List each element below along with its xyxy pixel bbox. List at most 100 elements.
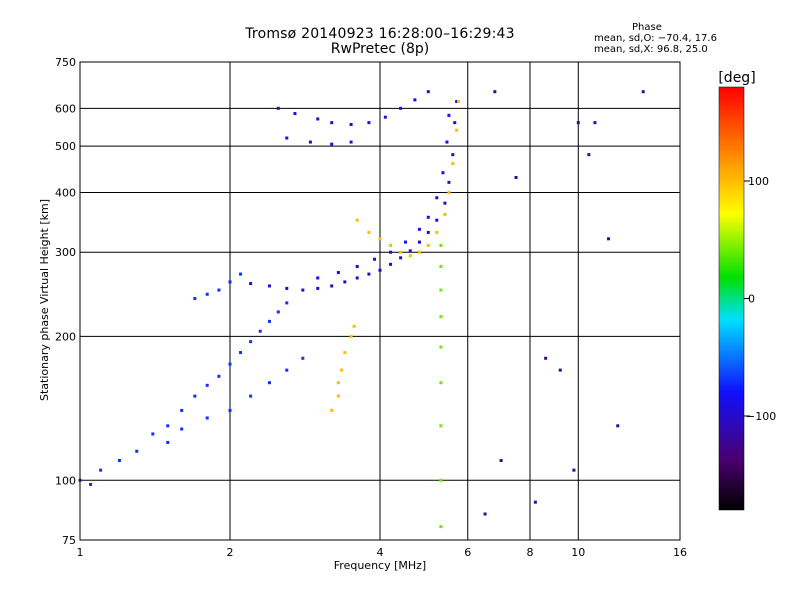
- data-point: [285, 368, 289, 372]
- data-point: [330, 142, 334, 146]
- data-point: [340, 368, 344, 372]
- data-point: [439, 345, 443, 349]
- data-point: [426, 90, 430, 94]
- colorbar-tick-label: 100: [748, 175, 769, 188]
- data-point: [576, 121, 580, 125]
- data-point: [330, 121, 334, 125]
- y-tick-label: 400: [55, 186, 76, 199]
- data-point: [607, 237, 611, 241]
- data-point: [439, 265, 443, 269]
- data-point: [336, 381, 340, 385]
- data-point: [301, 288, 305, 292]
- phase-o-stats: mean, sd,O: −70.4, 17.6: [594, 33, 717, 44]
- x-tick-labels: 1 2 4 6 8 10 16: [77, 546, 688, 559]
- data-point: [117, 458, 121, 462]
- x-axis-label: Frequency [MHz]: [334, 559, 426, 572]
- data-point: [228, 362, 232, 366]
- x-tick-label: 4: [377, 546, 384, 559]
- data-point: [426, 215, 430, 219]
- data-point: [193, 394, 197, 398]
- y-tick-label: 75: [62, 534, 76, 547]
- colorbar-tick-label: 0: [748, 293, 755, 306]
- data-point: [451, 161, 455, 165]
- data-point: [417, 240, 421, 244]
- data-point: [285, 301, 289, 305]
- y-axis-label: Stationary phase Virtual Height [km]: [38, 199, 51, 401]
- data-point: [587, 153, 591, 157]
- data-point: [499, 458, 503, 462]
- data-point: [355, 276, 359, 280]
- data-point: [417, 250, 421, 254]
- data-point: [439, 315, 443, 319]
- data-point: [367, 272, 371, 276]
- data-point: [373, 257, 377, 261]
- data-point: [285, 136, 289, 140]
- data-point: [435, 218, 439, 222]
- data-point: [180, 408, 184, 412]
- data-point: [285, 286, 289, 290]
- data-point: [399, 106, 403, 110]
- grid-lines: [79, 61, 681, 541]
- data-point: [301, 356, 305, 360]
- data-point: [558, 368, 562, 372]
- y-tick-label: 500: [55, 140, 76, 153]
- data-point: [349, 140, 353, 144]
- x-tick-label: 8: [527, 546, 534, 559]
- data-point: [378, 268, 382, 272]
- data-point: [443, 201, 447, 205]
- data-point: [439, 381, 443, 385]
- data-point: [343, 351, 347, 355]
- data-point: [258, 329, 262, 333]
- data-point: [99, 468, 103, 472]
- data-point: [447, 190, 451, 194]
- data-point: [441, 171, 445, 175]
- plot-frame: [79, 61, 681, 541]
- data-point: [349, 334, 353, 338]
- data-point: [267, 381, 271, 385]
- data-point: [367, 230, 371, 234]
- data-point: [205, 416, 209, 420]
- y-tick-label: 300: [55, 246, 76, 259]
- data-point: [330, 408, 334, 412]
- data-point: [533, 500, 537, 504]
- x-tick-label: 16: [673, 546, 687, 559]
- data-point: [457, 100, 461, 104]
- data-point: [336, 394, 340, 398]
- data-point: [544, 356, 548, 360]
- colorbar: [718, 86, 745, 511]
- data-point: [426, 230, 430, 234]
- data-point: [135, 449, 139, 453]
- data-point: [493, 90, 497, 94]
- data-point: [426, 243, 430, 247]
- data-point: [453, 121, 457, 125]
- data-point: [383, 115, 387, 119]
- data-point: [239, 272, 243, 276]
- data-point: [403, 240, 407, 244]
- data-point: [451, 153, 455, 157]
- data-point: [355, 218, 359, 222]
- data-point: [367, 121, 371, 125]
- data-point: [355, 265, 359, 269]
- y-tick-label: 100: [55, 474, 76, 487]
- data-point: [228, 280, 232, 284]
- data-point: [443, 212, 447, 216]
- phase-x-stats: mean, sd,X: 96.8, 25.0: [594, 44, 708, 55]
- data-point: [166, 440, 170, 444]
- data-point: [249, 394, 253, 398]
- data-point: [417, 227, 421, 231]
- data-point: [408, 249, 412, 253]
- data-point: [572, 468, 576, 472]
- data-point: [89, 482, 93, 486]
- data-point: [352, 324, 356, 328]
- data-point: [180, 427, 184, 431]
- data-point: [447, 113, 451, 117]
- data-point: [593, 121, 597, 125]
- data-point: [217, 288, 221, 292]
- data-point: [455, 128, 459, 132]
- data-point: [276, 106, 280, 110]
- data-point: [455, 100, 459, 104]
- data-point: [641, 90, 645, 94]
- data-point: [330, 284, 334, 288]
- data-point: [267, 284, 271, 288]
